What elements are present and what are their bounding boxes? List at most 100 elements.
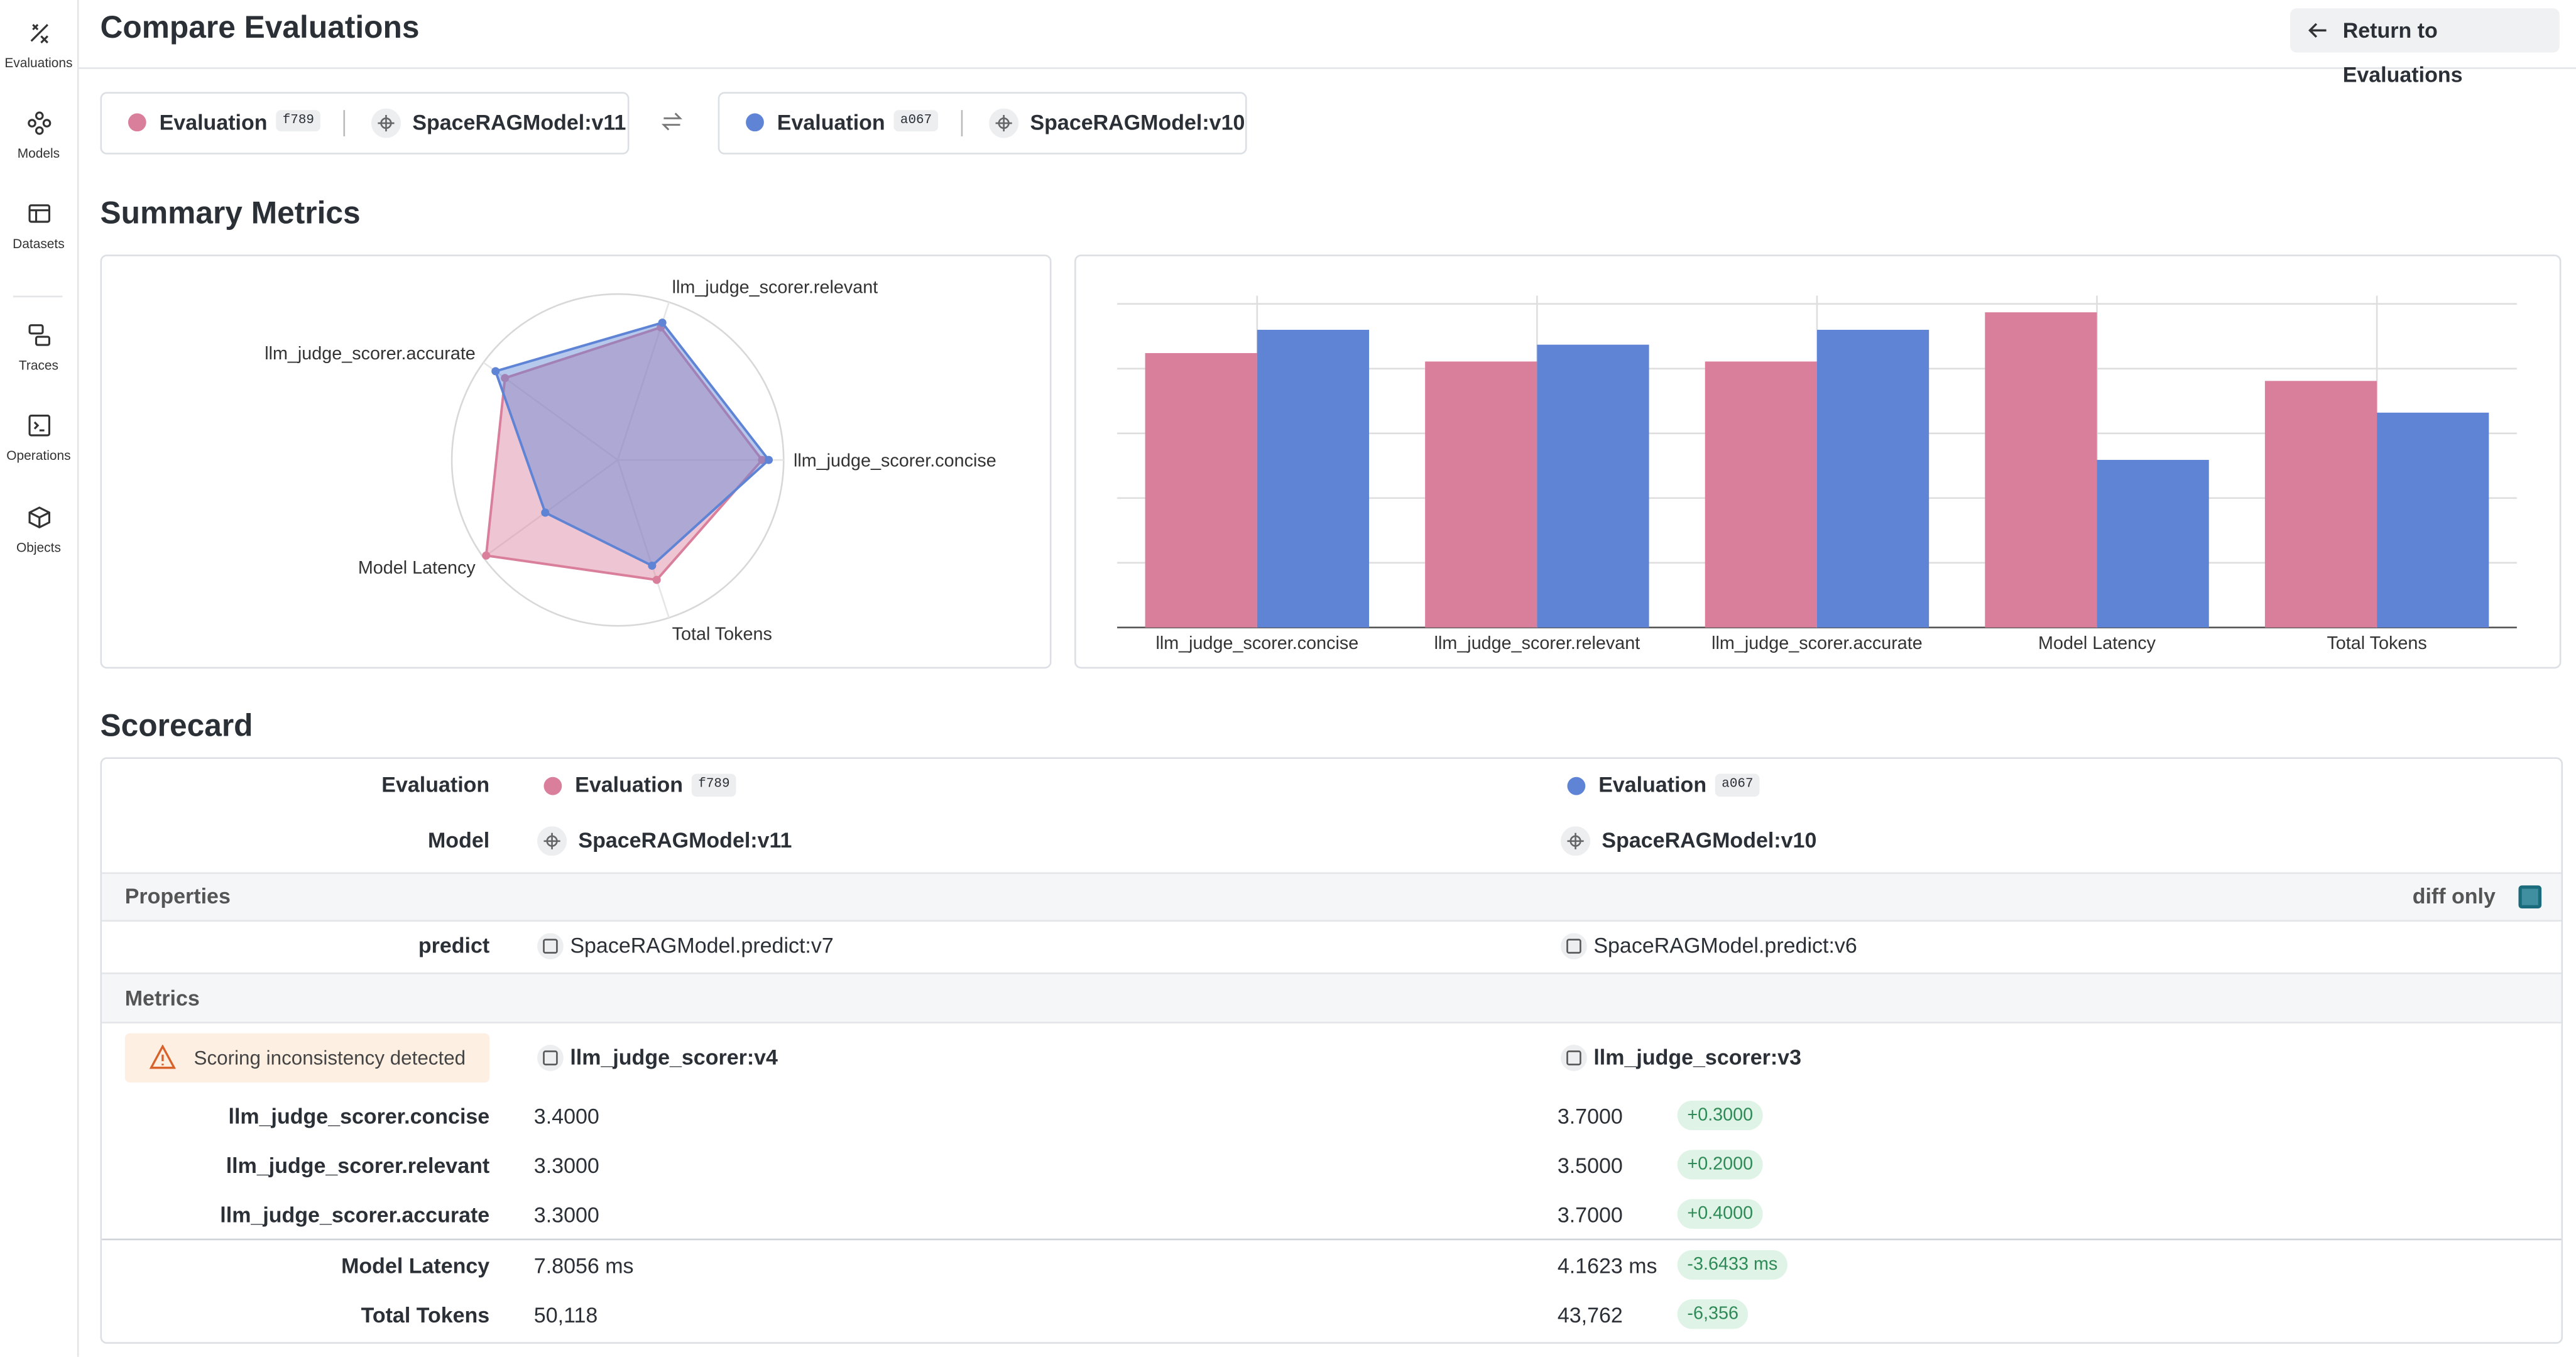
radar-area: [494, 321, 771, 567]
sidebar: Evaluations Models Datasets Traces Opera…: [0, 0, 79, 1357]
nav-item[interactable]: Models: [0, 110, 77, 161]
nav-label: Traces: [18, 358, 59, 373]
x-tick-label: llm_judge_scorer.concise: [1155, 633, 1358, 653]
model-name: SpaceRAGModel:v10: [1030, 110, 1245, 135]
row-label: predict: [418, 933, 490, 958]
warning-text: Scoring inconsistency detected: [194, 1046, 466, 1070]
divider: [13, 295, 63, 298]
color-dot: [746, 113, 764, 132]
x-tick-label: Total Tokens: [2327, 633, 2426, 653]
metric-value: 3.7000: [1557, 1202, 1623, 1228]
nav-item[interactable]: Datasets: [0, 200, 77, 251]
model-icon: [537, 826, 567, 856]
nav-label: Models: [17, 146, 60, 161]
nav-label: Operations: [6, 448, 71, 464]
radar-point: [501, 374, 510, 383]
metric-label: llm_judge_scorer.concise: [228, 1104, 490, 1129]
nav-item[interactable]: Objects: [0, 504, 77, 555]
warning: Scoring inconsistency detected: [124, 1033, 490, 1083]
diff-pill: +0.4000: [1677, 1199, 1763, 1229]
metric-value: 4.1623 ms: [1557, 1253, 1657, 1278]
scorecard-row: Total Tokens 50,118 43,762 -6,356: [102, 1299, 2561, 1332]
radar-point: [482, 551, 491, 560]
row-label: Model: [427, 827, 490, 853]
evaluation-label: Evaluation: [777, 110, 885, 135]
model-icon: [371, 108, 401, 138]
radar-point: [658, 319, 667, 327]
bar: [1985, 312, 2097, 628]
axis-label: llm_judge_scorer.relevant: [672, 278, 878, 298]
row-label: Evaluation: [381, 771, 490, 797]
property-value: SpaceRAGModel.predict:v6: [1593, 933, 1857, 958]
metric-value: 3.7000: [1557, 1104, 1623, 1129]
object-icon: [1561, 1045, 1587, 1071]
axis-label: Total Tokens: [672, 624, 772, 645]
icon-glyph: [998, 117, 1010, 129]
diff-pill: -3.6433 ms: [1677, 1250, 1787, 1280]
return-button[interactable]: Return to Evaluations: [2290, 8, 2560, 87]
diff-toggle[interactable]: diff only: [2412, 883, 2496, 908]
bar: [2097, 460, 2209, 628]
radar-point: [541, 508, 550, 517]
radar-spoke: [483, 459, 618, 559]
radar-card: [100, 254, 1052, 669]
swap-icon[interactable]: [660, 112, 684, 131]
metric-label: Model Latency: [341, 1253, 490, 1278]
icon-bg: [537, 933, 564, 960]
bar: [1537, 344, 1649, 628]
model-name: SpaceRAGModel:v11: [578, 827, 792, 853]
metric-value: 3.3000: [533, 1202, 599, 1228]
header-border: [79, 67, 2576, 69]
scorecard-row: llm_judge_scorer.accurate 3.3000 3.7000 +0.…: [102, 1199, 2561, 1232]
button-label: Return to Evaluations: [2342, 18, 2463, 87]
axis-label: llm_judge_scorer.concise: [794, 451, 996, 471]
axis-label: Model Latency: [358, 558, 476, 578]
evaluation-selector[interactable]: Evaluation a067 SpaceRAGModel:v10: [718, 92, 1247, 155]
evaluation-id: f789: [276, 110, 321, 132]
section-band: Metrics: [102, 972, 2562, 1024]
icon-glyph: [1569, 835, 1581, 847]
bar: [1816, 329, 1929, 628]
bar: [1425, 361, 1537, 628]
evaluation-label: Evaluation: [1598, 771, 1707, 797]
color-dot: [1567, 777, 1586, 795]
evaluation-label: Evaluation: [575, 771, 684, 797]
color-dot: [543, 777, 562, 795]
x-tick-label: llm_judge_scorer.relevant: [1434, 633, 1640, 653]
warning-icon: [149, 1045, 176, 1069]
x-tick-label: llm_judge_scorer.accurate: [1711, 633, 1923, 653]
section-title: Scorecard: [100, 709, 253, 744]
section-title: Summary Metrics: [100, 197, 361, 232]
checkbox[interactable]: [2518, 885, 2542, 908]
metric-label: Total Tokens: [361, 1302, 490, 1327]
icon-glyph: [149, 1045, 176, 1069]
scorecard: Evaluation Evaluation f789 Evaluation a067 Mo…: [100, 757, 2563, 1344]
band-title: Metrics: [124, 985, 200, 1011]
icon-glyph: [1566, 939, 1581, 954]
radar-point: [652, 575, 661, 584]
nav-label: Evaluations: [4, 55, 73, 71]
evaluation-selector[interactable]: Evaluation f789 SpaceRAGModel:v11: [100, 92, 630, 155]
metric-value: 43,762: [1557, 1302, 1623, 1327]
bar: [1705, 361, 1817, 628]
object-icon: [537, 1045, 564, 1071]
diff-pill: -6,356: [1677, 1299, 1749, 1329]
nav-item[interactable]: Operations: [0, 412, 77, 463]
scorecard-row: Evaluation Evaluation f789 Evaluation a067: [102, 769, 2561, 802]
icon-glyph: [546, 835, 558, 847]
evaluation-id: f789: [691, 773, 736, 797]
diff-pill: +0.2000: [1677, 1150, 1763, 1180]
object-icon: [1561, 933, 1587, 960]
icon-glyph: [380, 117, 392, 129]
band-title: Properties: [124, 883, 231, 908]
metric-value: 3.3000: [533, 1153, 599, 1178]
scorer-name: llm_judge_scorer:v4: [570, 1045, 778, 1070]
nav-label: Datasets: [13, 236, 65, 252]
nav-item[interactable]: Evaluations: [0, 19, 77, 70]
scorer-name: llm_judge_scorer:v3: [1593, 1045, 1802, 1070]
nav-item[interactable]: Traces: [0, 322, 77, 373]
nav-label: Objects: [16, 540, 61, 555]
